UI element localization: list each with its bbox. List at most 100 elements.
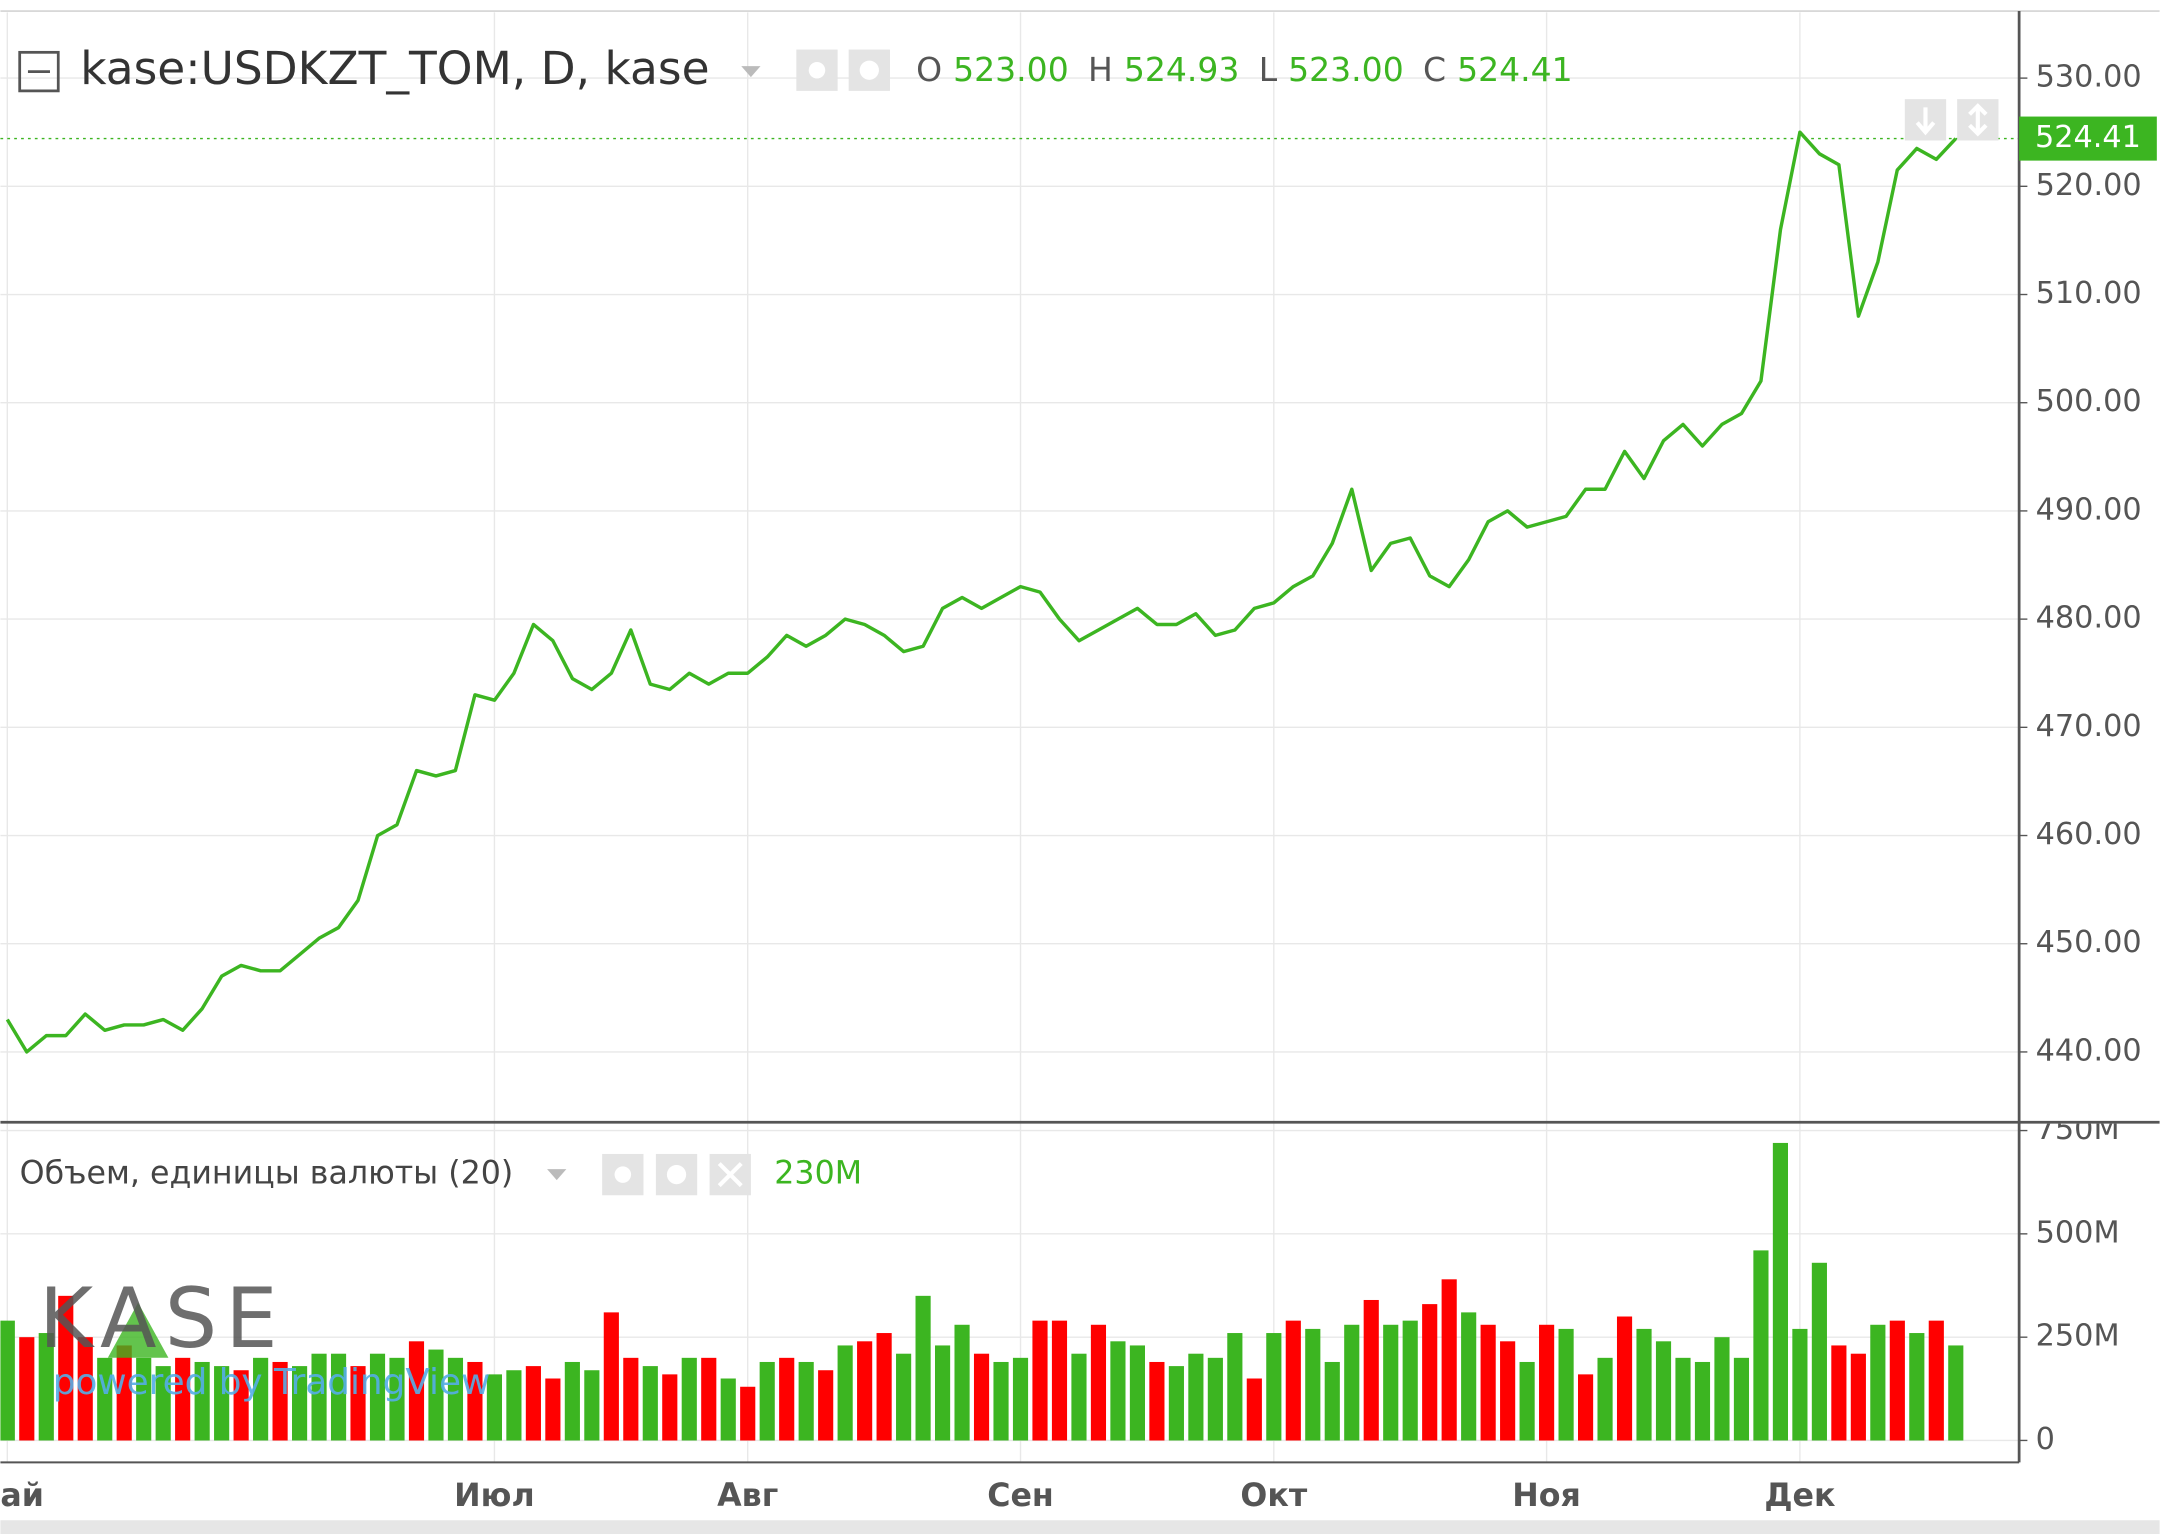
volume-bar xyxy=(214,1366,230,1441)
volume-bar xyxy=(1831,1345,1847,1441)
volume-bar xyxy=(97,1357,113,1441)
y-tick-label: 500M xyxy=(2036,1215,2120,1250)
volume-bar xyxy=(934,1345,951,1441)
volume-bar xyxy=(1461,1312,1477,1441)
volume-last-value: 230M xyxy=(774,1156,862,1192)
volume-bar xyxy=(311,1353,327,1441)
volume-bar xyxy=(740,1386,756,1441)
volume-bar xyxy=(1480,1324,1496,1441)
y-tick-label: 520.00 xyxy=(2036,168,2142,203)
x-tick-label: Ноя xyxy=(1512,1478,1581,1514)
volume-bar xyxy=(545,1378,561,1441)
volume-bar xyxy=(1305,1328,1321,1441)
scale-icon xyxy=(1968,103,1988,137)
volume-bar xyxy=(0,1320,15,1441)
gear-icon xyxy=(666,1164,687,1185)
volume-bar xyxy=(701,1357,717,1441)
volume-title: Объем, единицы валюты (20) xyxy=(20,1156,514,1192)
volume-bar xyxy=(1324,1361,1340,1441)
volume-bar xyxy=(116,1345,132,1441)
volume-bar xyxy=(486,1374,502,1441)
volume-bar xyxy=(1733,1357,1750,1441)
volume-bar xyxy=(1694,1361,1711,1441)
volume-bar xyxy=(1539,1324,1555,1441)
volume-bar xyxy=(506,1370,522,1441)
volume-bar xyxy=(1714,1337,1730,1441)
eye-icon xyxy=(614,1166,632,1183)
y-tick-label: 480.00 xyxy=(2036,601,2142,636)
volume-bar xyxy=(623,1357,639,1441)
y-tick-label: 440.00 xyxy=(2036,1033,2142,1068)
volume-bar xyxy=(1129,1345,1145,1441)
last-price-tag xyxy=(2019,116,2157,161)
volume-bar xyxy=(1051,1320,1068,1441)
volume-bar xyxy=(973,1353,990,1441)
volume-bar xyxy=(837,1345,853,1441)
volume-bar xyxy=(1519,1361,1535,1441)
volume-bar xyxy=(1909,1333,1925,1441)
y-tick-label: 530.00 xyxy=(2036,60,2142,95)
volume-bar xyxy=(1110,1341,1126,1441)
volume-bar xyxy=(1266,1333,1282,1441)
volume-bar xyxy=(1597,1357,1613,1441)
volume-bar xyxy=(662,1374,678,1441)
watermark-logo: KASE xyxy=(39,1271,286,1367)
ohlc-value: 524.41 xyxy=(1457,50,1573,89)
ohlc-key: C xyxy=(1423,50,1446,89)
x-tick-label: Июл xyxy=(454,1478,534,1514)
y-tick-label: 510.00 xyxy=(2036,276,2142,311)
dropdown-arrow[interactable] xyxy=(547,1169,567,1181)
x-tick-label: ай xyxy=(0,1478,44,1514)
volume-bar xyxy=(1792,1328,1808,1441)
ohlc-value: 523.00 xyxy=(953,50,1069,89)
volume-bar xyxy=(1870,1324,1886,1441)
last-price-label: 524.41 xyxy=(2035,120,2141,155)
volume-bar xyxy=(58,1295,74,1441)
gear-icon xyxy=(859,60,879,80)
volume-bar xyxy=(993,1361,1009,1441)
volume-bar xyxy=(818,1370,834,1441)
volume-bar xyxy=(954,1324,970,1441)
volume-bar xyxy=(408,1341,425,1441)
volume-bar xyxy=(447,1357,464,1441)
volume-bar xyxy=(896,1353,912,1441)
volume-bar xyxy=(642,1366,658,1441)
eye-icon xyxy=(808,61,826,79)
volume-bar xyxy=(1168,1366,1184,1441)
bottom-bar xyxy=(0,1520,2160,1534)
ohlc-key: O xyxy=(916,50,942,89)
x-tick-label: Авг xyxy=(717,1478,778,1514)
volume-bar xyxy=(389,1357,405,1441)
volume-bar xyxy=(1402,1320,1418,1441)
volume-bar xyxy=(292,1366,308,1441)
volume-bar xyxy=(876,1333,892,1441)
volume-bar xyxy=(1500,1341,1516,1441)
volume-bar xyxy=(681,1357,697,1441)
volume-bar xyxy=(136,1357,152,1441)
volume-bar xyxy=(1246,1378,1262,1441)
volume-bar xyxy=(1363,1299,1379,1441)
volume-bar xyxy=(857,1341,873,1441)
volume-bar xyxy=(564,1361,580,1441)
volume-bar xyxy=(467,1361,483,1441)
volume-bar xyxy=(175,1357,191,1441)
x-tick-label: Окт xyxy=(1240,1478,1307,1514)
volume-bar xyxy=(1071,1353,1087,1441)
price-line xyxy=(5,130,1958,1054)
volume-bar xyxy=(369,1353,386,1441)
collapse-button[interactable] xyxy=(18,50,60,93)
ohlc-value: 524.93 xyxy=(1124,50,1240,89)
ohlc-key: H xyxy=(1088,50,1113,89)
y-tick-label: 750M xyxy=(2036,1112,2120,1147)
x-tick-label: Дек xyxy=(1764,1478,1836,1514)
y-tick-label: 470.00 xyxy=(2036,709,2142,744)
dropdown-arrow[interactable] xyxy=(741,66,761,78)
volume-bar xyxy=(1383,1324,1399,1441)
watermark-triangle xyxy=(107,1302,169,1358)
volume-bar xyxy=(1948,1345,1964,1441)
volume-bar xyxy=(38,1333,54,1441)
volume-bar xyxy=(1772,1142,1788,1441)
y-tick-label: 490.00 xyxy=(2036,492,2142,527)
volume-bar xyxy=(1032,1320,1048,1441)
